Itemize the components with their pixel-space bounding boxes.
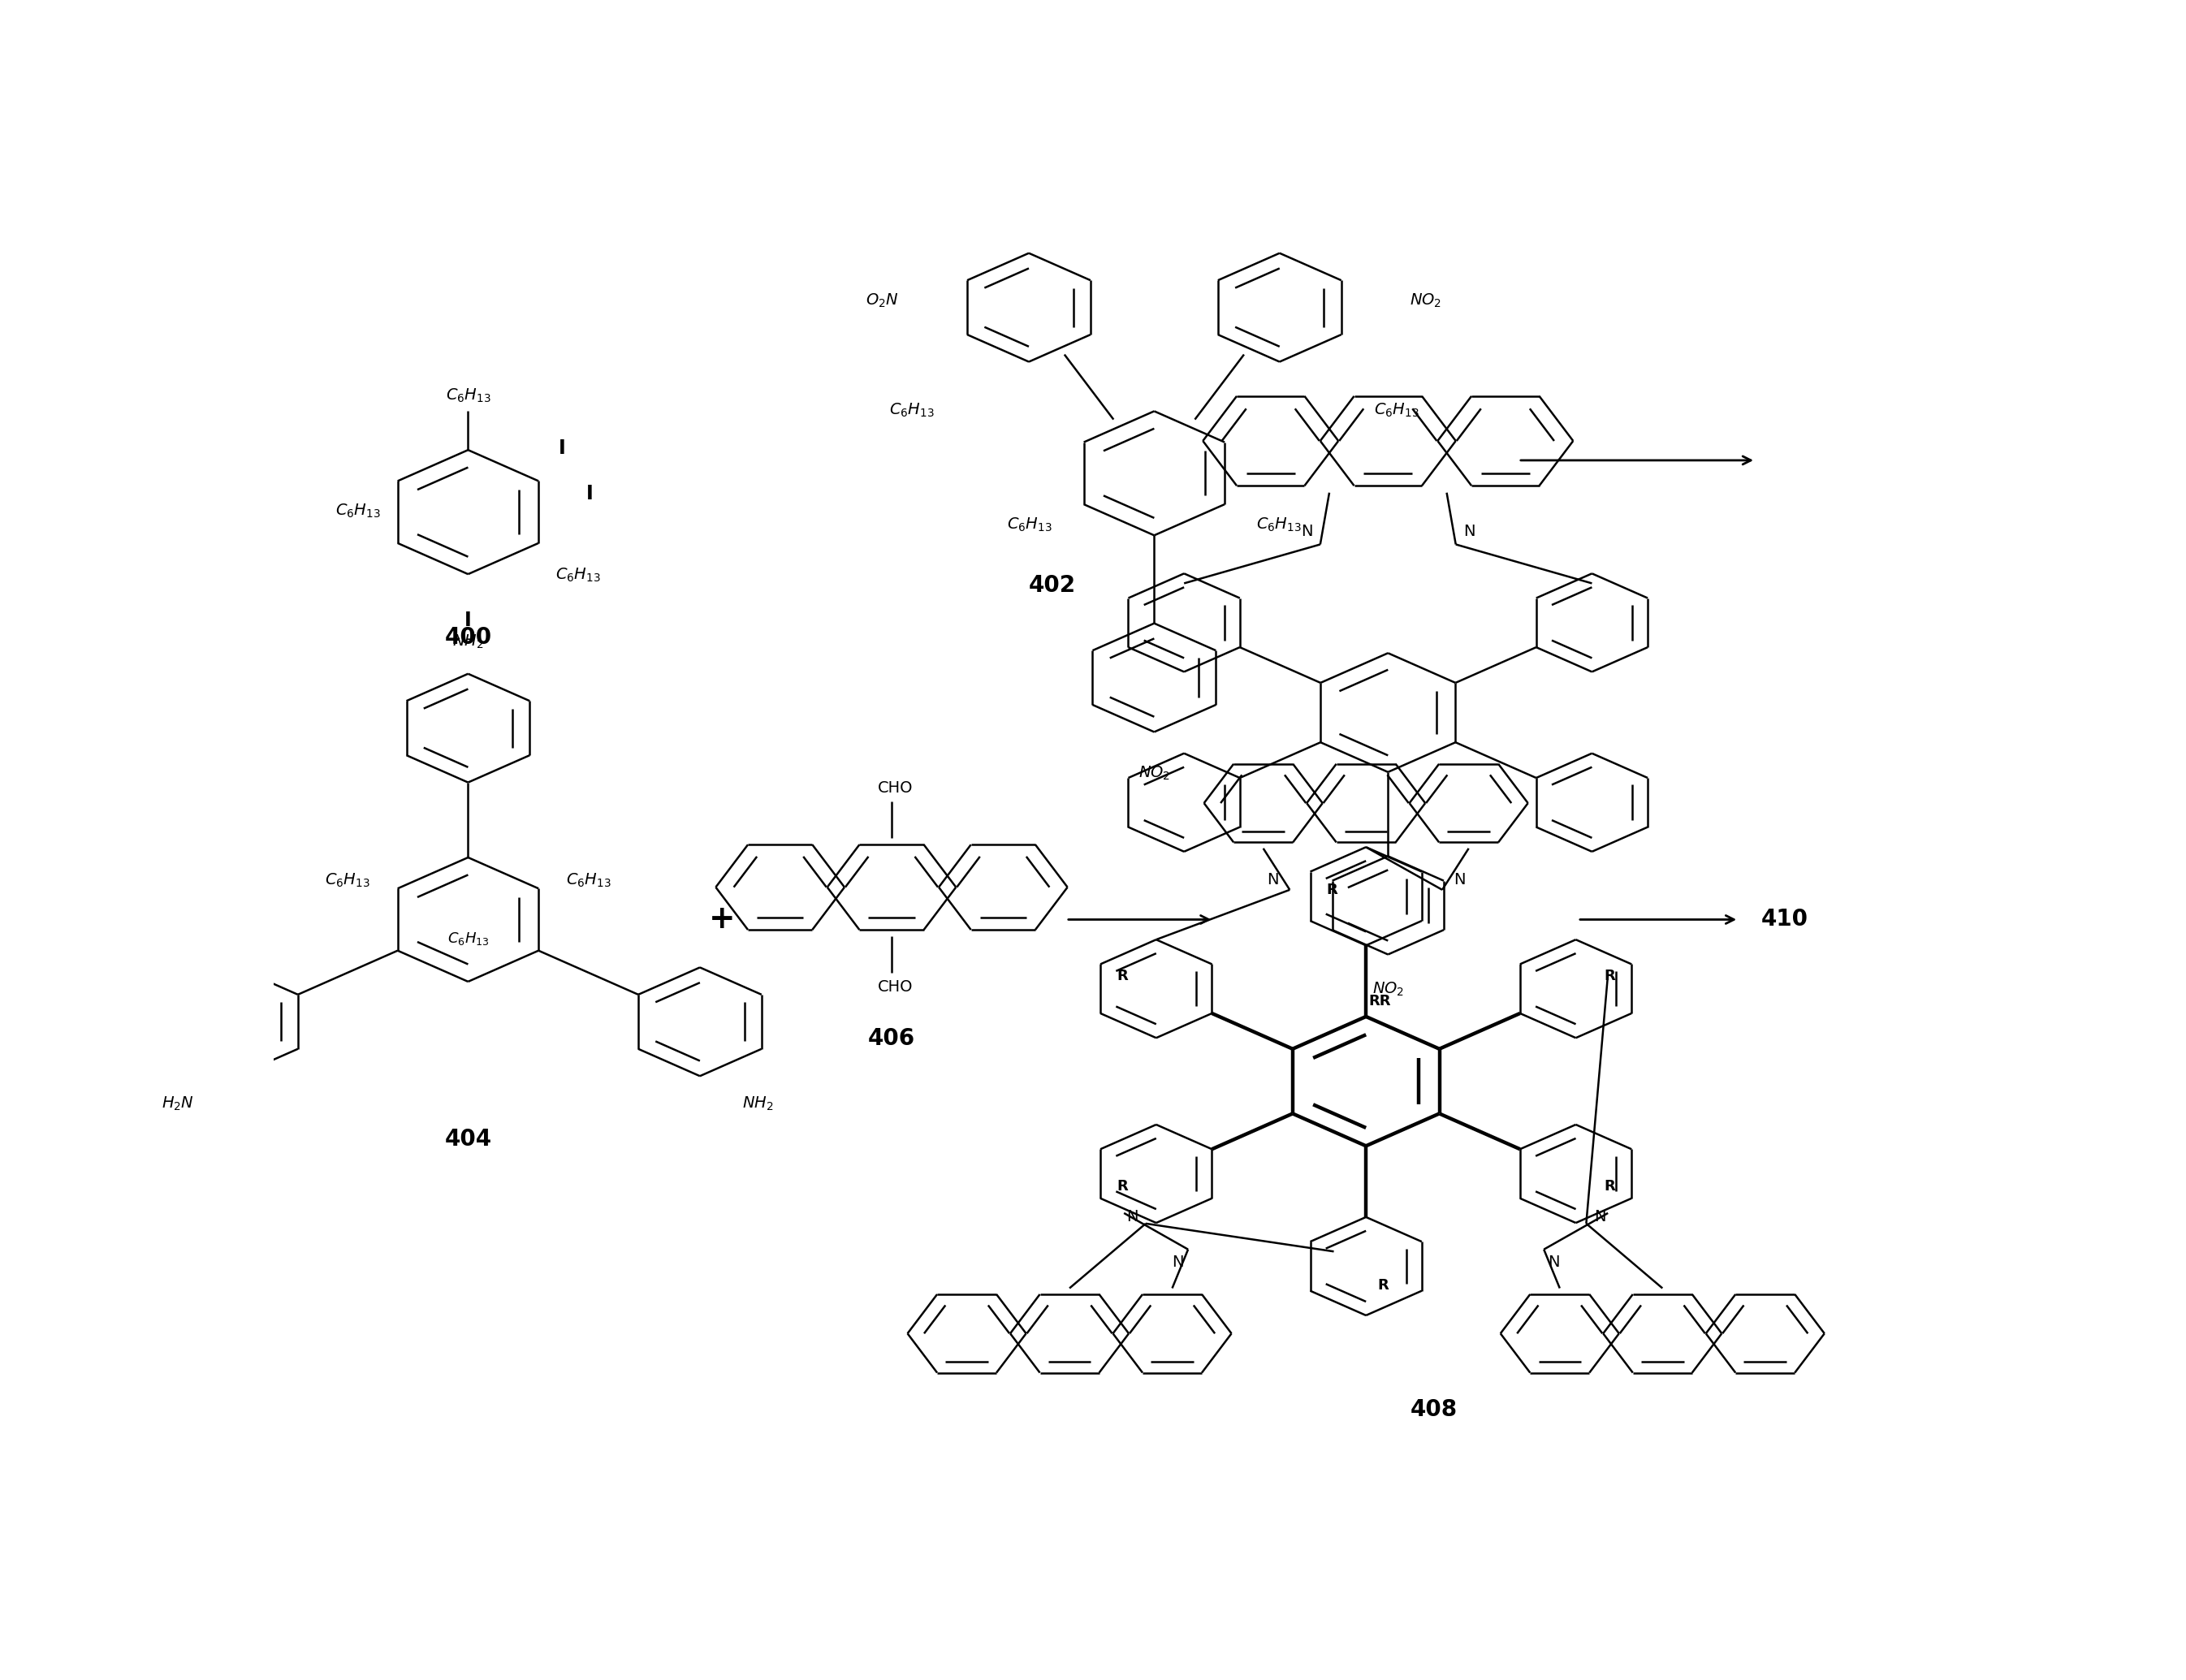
Text: $C_6H_{13}$: $C_6H_{13}$ xyxy=(1373,402,1419,418)
Text: R: R xyxy=(1327,882,1338,897)
Text: 402: 402 xyxy=(1030,575,1076,596)
Text: N: N xyxy=(1172,1255,1185,1270)
Text: 408: 408 xyxy=(1410,1398,1458,1421)
Text: RR: RR xyxy=(1368,995,1390,1008)
Text: CHO: CHO xyxy=(877,979,914,995)
Text: R: R xyxy=(1605,1179,1615,1194)
Text: $NO_2$: $NO_2$ xyxy=(1373,981,1403,998)
Text: 400: 400 xyxy=(444,627,492,648)
Text: I: I xyxy=(463,610,472,630)
Text: $C_6H_{13}$: $C_6H_{13}$ xyxy=(334,502,380,519)
Text: $NH_2$: $NH_2$ xyxy=(453,633,483,650)
Text: 404: 404 xyxy=(444,1127,492,1151)
Text: N: N xyxy=(1548,1255,1561,1270)
Text: $NO_2$: $NO_2$ xyxy=(1139,764,1170,781)
Text: 406: 406 xyxy=(868,1026,916,1050)
Text: N: N xyxy=(1126,1210,1139,1225)
Text: R: R xyxy=(1117,968,1128,983)
Text: I: I xyxy=(586,484,592,504)
Text: 410: 410 xyxy=(1760,909,1808,931)
Text: $C_6H_{13}$: $C_6H_{13}$ xyxy=(890,402,936,418)
Text: R: R xyxy=(1117,1179,1128,1194)
Text: R: R xyxy=(1605,968,1615,983)
Text: R: R xyxy=(1377,1278,1388,1294)
Text: CHO: CHO xyxy=(877,780,914,795)
Text: N: N xyxy=(1454,872,1465,887)
Text: $NH_2$: $NH_2$ xyxy=(743,1095,774,1112)
Text: N: N xyxy=(1594,1210,1607,1225)
Text: N: N xyxy=(1301,524,1312,539)
Text: N: N xyxy=(1462,524,1476,539)
Text: I: I xyxy=(560,438,566,457)
Text: $H_2N$: $H_2N$ xyxy=(162,1095,195,1112)
Text: N: N xyxy=(1268,872,1279,887)
Text: $NO_2$: $NO_2$ xyxy=(1410,292,1443,309)
Text: $C_6H_{13}$: $C_6H_{13}$ xyxy=(324,872,369,889)
Text: +: + xyxy=(708,904,734,936)
Text: $C_6H_{13}$: $C_6H_{13}$ xyxy=(448,931,490,948)
Text: $C_6H_{13}$: $C_6H_{13}$ xyxy=(1257,516,1301,534)
Text: $C_6H_{13}$: $C_6H_{13}$ xyxy=(446,388,490,405)
Text: $O_2N$: $O_2N$ xyxy=(866,292,898,309)
Text: $C_6H_{13}$: $C_6H_{13}$ xyxy=(566,872,612,889)
Text: $C_6H_{13}$: $C_6H_{13}$ xyxy=(555,566,601,585)
Text: $C_6H_{13}$: $C_6H_{13}$ xyxy=(1008,516,1054,534)
